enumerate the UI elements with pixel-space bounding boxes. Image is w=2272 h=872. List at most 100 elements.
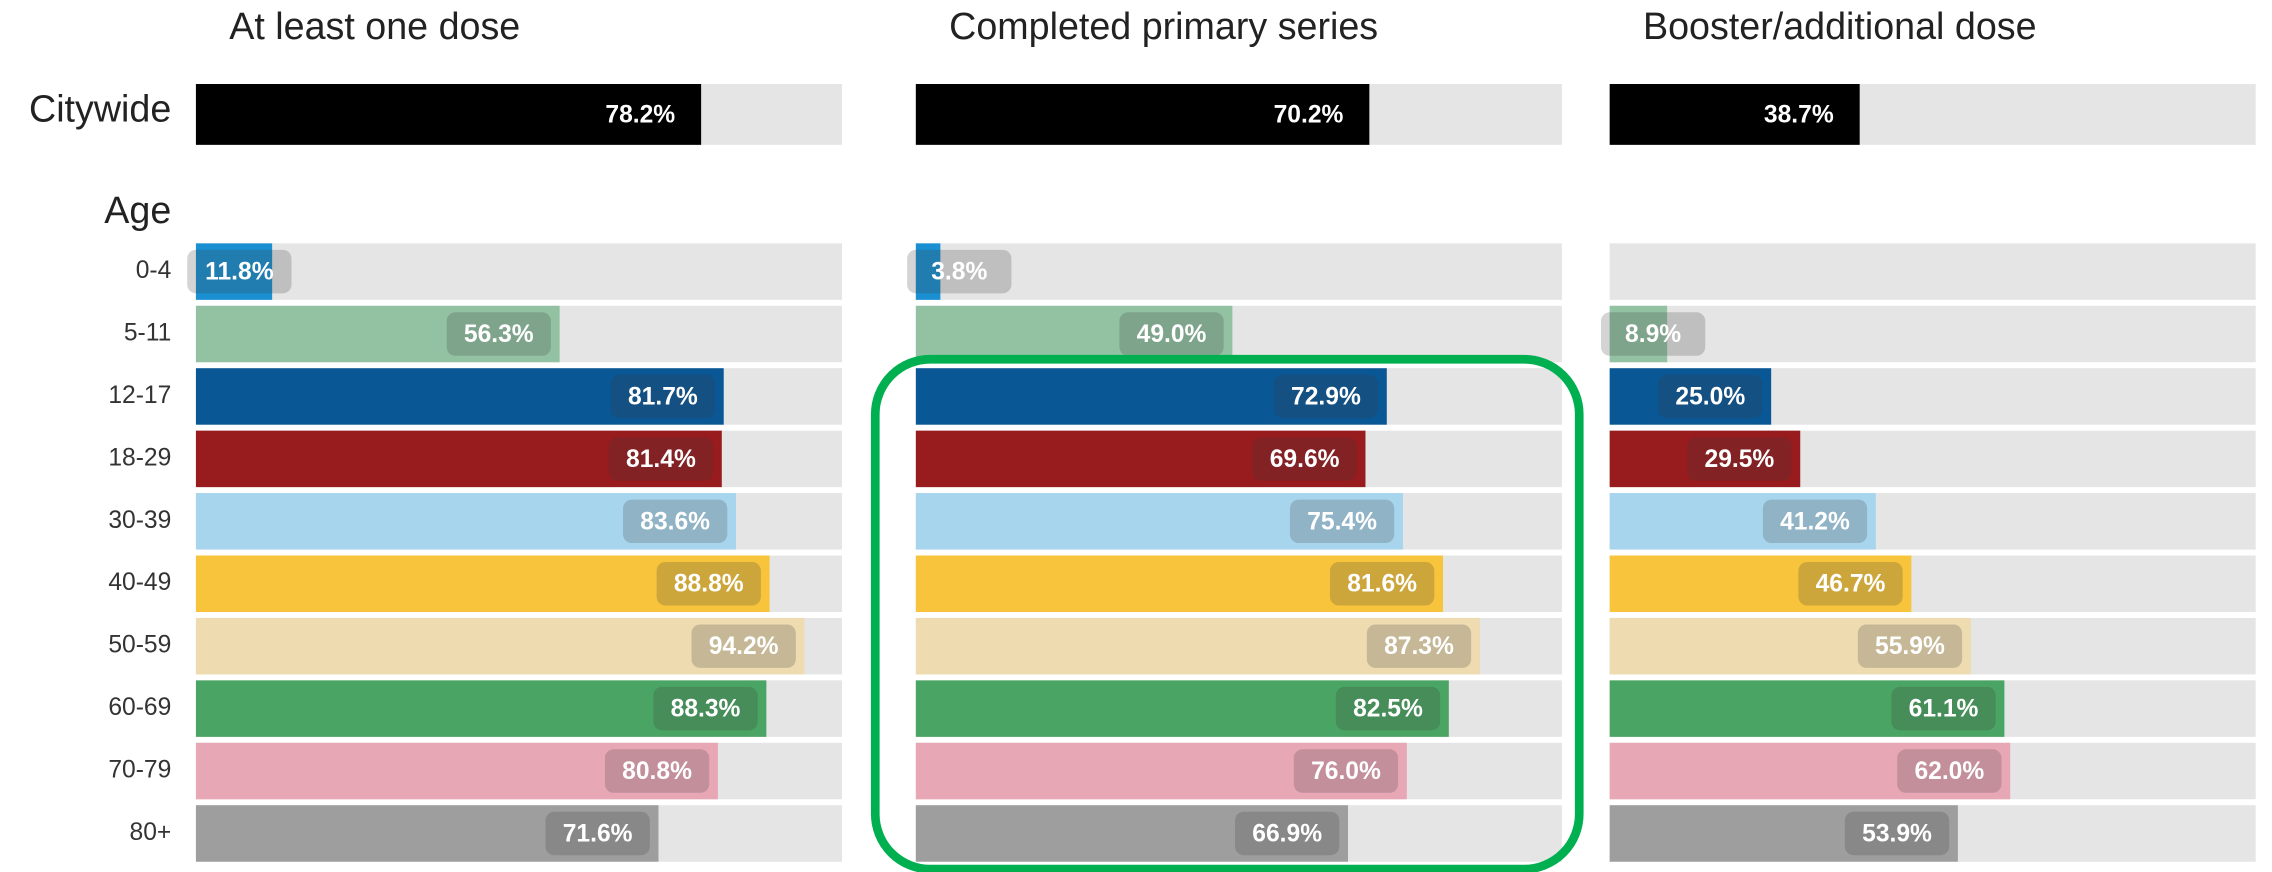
bar bbox=[915, 493, 1403, 550]
value-label: 29.5% bbox=[1705, 446, 1775, 473]
age-label: 40-49 bbox=[108, 569, 171, 596]
group-label: Age bbox=[104, 189, 171, 231]
value-label: 11.8% bbox=[205, 259, 274, 286]
value-label: 41.2% bbox=[1780, 508, 1850, 535]
age-label: 18-29 bbox=[108, 444, 171, 471]
age-label: 5-11 bbox=[124, 320, 171, 347]
value-label: 38.7% bbox=[1764, 101, 1834, 128]
value-label: 83.6% bbox=[640, 508, 710, 535]
bar bbox=[195, 305, 560, 363]
value-label: 55.9% bbox=[1875, 633, 1945, 660]
value-label: 66.9% bbox=[1252, 820, 1322, 847]
bar bbox=[915, 368, 1387, 425]
value-label-box bbox=[1762, 499, 1868, 544]
value-label-box bbox=[1687, 437, 1792, 481]
value-label: 46.7% bbox=[1816, 571, 1886, 598]
value-label: 81.6% bbox=[1347, 571, 1417, 598]
value-label-box bbox=[1289, 499, 1395, 544]
value-label: 71.6% bbox=[563, 820, 633, 847]
bar bbox=[1609, 555, 1912, 612]
track bbox=[1609, 243, 2256, 300]
value-label-box bbox=[446, 312, 551, 356]
value-label-box bbox=[545, 811, 650, 856]
value-label-box bbox=[608, 437, 714, 481]
panel-title: Completed primary series bbox=[949, 5, 1378, 47]
value-label-box bbox=[1844, 811, 1950, 856]
value-label: 69.6% bbox=[1270, 446, 1340, 473]
bar bbox=[195, 368, 724, 425]
value-label: 87.3% bbox=[1384, 633, 1454, 660]
value-label-box bbox=[1600, 312, 1706, 356]
value-label-box bbox=[907, 249, 1012, 294]
value-label-box bbox=[1366, 624, 1472, 668]
value-label-box bbox=[1658, 374, 1763, 419]
value-label: 70.2% bbox=[1274, 101, 1344, 128]
value-label-box bbox=[187, 249, 292, 294]
value-label-box bbox=[623, 499, 728, 544]
age-label: 0-4 bbox=[136, 257, 172, 284]
value-label: 76.0% bbox=[1311, 758, 1381, 785]
value-label: 8.9% bbox=[1625, 321, 1681, 348]
value-label: 61.1% bbox=[1909, 696, 1979, 723]
bar bbox=[1609, 805, 1958, 862]
value-label-box bbox=[1293, 749, 1399, 793]
bar bbox=[195, 493, 737, 550]
bar bbox=[915, 555, 1443, 612]
track bbox=[1609, 305, 2256, 363]
value-label: 25.0% bbox=[1675, 383, 1745, 410]
bar bbox=[195, 680, 767, 737]
age-label: 30-39 bbox=[108, 507, 171, 534]
track bbox=[195, 243, 842, 300]
bar bbox=[195, 617, 805, 675]
bar bbox=[1609, 617, 1971, 675]
value-label-box bbox=[1119, 312, 1224, 356]
value-label-box bbox=[1330, 562, 1435, 606]
value-label: 81.7% bbox=[628, 383, 698, 410]
age-label: 60-69 bbox=[108, 694, 171, 721]
bar bbox=[1609, 493, 1876, 550]
value-label: 94.2% bbox=[709, 633, 779, 660]
value-label: 88.3% bbox=[671, 696, 741, 723]
value-label-box bbox=[656, 562, 761, 606]
bar bbox=[915, 617, 1480, 675]
bar bbox=[1609, 368, 1772, 425]
age-label: 50-59 bbox=[108, 632, 171, 659]
value-label: 49.0% bbox=[1137, 321, 1207, 348]
bar bbox=[915, 742, 1407, 800]
value-label: 72.9% bbox=[1291, 383, 1361, 410]
value-label-box bbox=[653, 686, 758, 731]
bar bbox=[915, 84, 1370, 145]
bar bbox=[195, 805, 659, 862]
bar bbox=[915, 305, 1233, 363]
value-label-box bbox=[604, 749, 710, 793]
value-label: 78.2% bbox=[605, 101, 675, 128]
bar bbox=[195, 430, 722, 488]
bar bbox=[195, 243, 273, 300]
bar bbox=[1609, 680, 2005, 737]
value-label-box bbox=[1857, 624, 1963, 668]
bar bbox=[915, 430, 1366, 488]
bar bbox=[915, 243, 941, 300]
value-label: 62.0% bbox=[1914, 758, 1984, 785]
bar bbox=[195, 555, 770, 612]
value-label-box bbox=[1891, 686, 1996, 731]
value-label: 82.5% bbox=[1353, 696, 1423, 723]
panel-title: Booster/additional dose bbox=[1643, 5, 2037, 47]
value-label-box bbox=[610, 374, 716, 419]
value-label: 80.8% bbox=[622, 758, 692, 785]
value-label-box bbox=[691, 624, 796, 668]
bar bbox=[915, 680, 1449, 737]
value-label: 88.8% bbox=[674, 571, 744, 598]
bar bbox=[195, 742, 718, 800]
bar bbox=[1609, 84, 1860, 145]
value-label: 56.3% bbox=[464, 321, 534, 348]
value-label: 3.8% bbox=[931, 259, 987, 286]
value-label-box bbox=[1335, 686, 1441, 731]
age-label: 12-17 bbox=[108, 382, 171, 409]
value-label-box bbox=[1798, 562, 1903, 606]
bar bbox=[1609, 742, 2011, 800]
bar bbox=[1609, 305, 1668, 363]
value-label-box bbox=[1897, 749, 2002, 793]
value-label-box bbox=[1273, 374, 1379, 419]
